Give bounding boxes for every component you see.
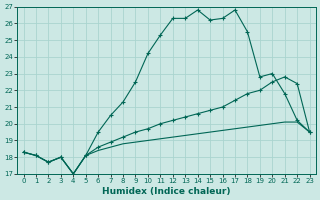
X-axis label: Humidex (Indice chaleur): Humidex (Indice chaleur)	[102, 187, 231, 196]
